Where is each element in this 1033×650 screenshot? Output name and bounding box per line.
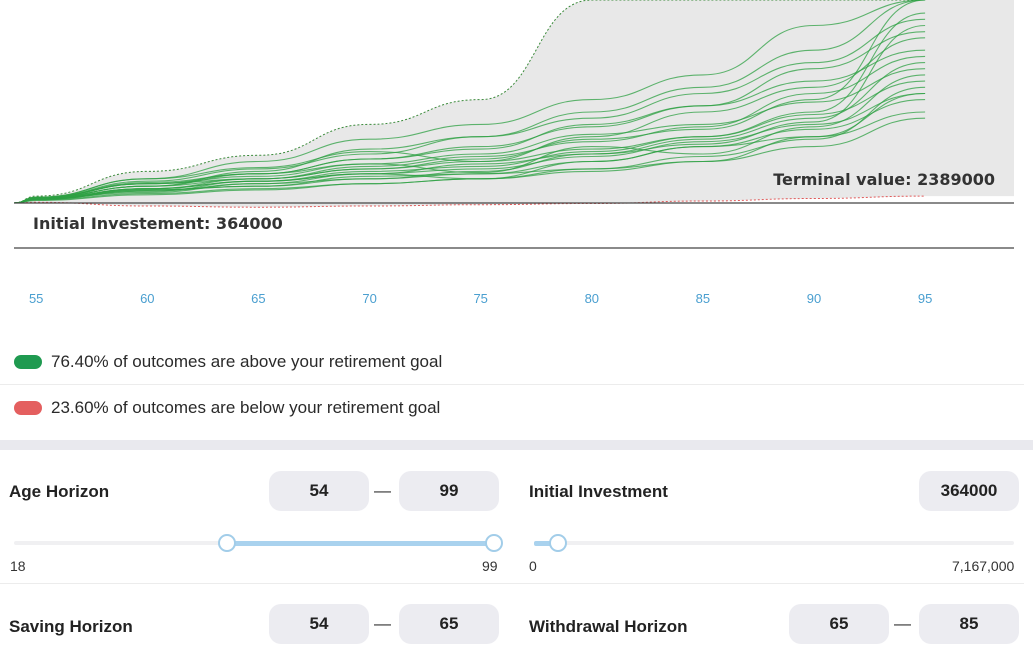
initial-investment-fill — [534, 541, 558, 546]
age-horizon-dash: — — [374, 481, 391, 500]
withdrawal-horizon-from-input[interactable]: 65 — [789, 604, 889, 644]
saving-horizon-title: Saving Horizon — [9, 617, 133, 636]
x-tick-label: 60 — [140, 291, 154, 306]
initial-investment-input[interactable]: 364000 — [919, 471, 1019, 511]
simulation-line — [13, 0, 926, 204]
age-horizon-min-handle[interactable] — [218, 534, 236, 552]
simulation-line — [13, 49, 926, 204]
x-tick-label: 95 — [918, 291, 932, 306]
initial-investment-handle[interactable] — [549, 534, 567, 552]
simulation-chart: Initial Investement: 364000 Terminal val… — [0, 0, 1033, 320]
withdrawal-horizon-title: Withdrawal Horizon — [529, 617, 688, 636]
x-tick-label: 75 — [473, 291, 487, 306]
x-tick-label: 80 — [585, 291, 599, 306]
terminal-value-label: Terminal value: 2389000 — [773, 170, 995, 189]
x-tick-label: 55 — [29, 291, 43, 306]
age-horizon-max-label: 99 — [482, 558, 498, 574]
saving-horizon-dash: — — [374, 614, 391, 633]
row-separator — [0, 583, 1024, 584]
simulation-line — [13, 117, 926, 204]
chart-svg: Initial Investement: 364000 Terminal val… — [13, 0, 1014, 306]
withdrawal-horizon-to-input[interactable]: 85 — [919, 604, 1019, 644]
age-horizon-to-input[interactable]: 99 — [399, 471, 499, 511]
x-tick-label: 70 — [362, 291, 376, 306]
saving-horizon-to-input[interactable]: 65 — [399, 604, 499, 644]
initial-investment-title: Initial Investment — [529, 482, 668, 501]
simulation-line — [13, 55, 926, 204]
section-divider — [0, 440, 1033, 450]
below-goal-swatch — [14, 401, 42, 415]
initial-investment-max-label: 7,167,000 — [952, 558, 1015, 574]
age-horizon-max-handle[interactable] — [485, 534, 503, 552]
age-horizon-fill — [227, 541, 494, 546]
lower-percentile-line — [13, 195, 926, 208]
above-goal-text: 76.40% of outcomes are above your retire… — [51, 352, 443, 371]
x-tick-label: 90 — [807, 291, 821, 306]
x-tick-label: 65 — [251, 291, 265, 306]
initial-investment-track[interactable] — [534, 541, 1014, 545]
saving-horizon-from-input[interactable]: 54 — [269, 604, 369, 644]
above-goal-swatch — [14, 355, 42, 369]
age-horizon-title: Age Horizon — [9, 482, 110, 501]
legend-below: 23.60% of outcomes are below your retire… — [0, 386, 1024, 430]
age-horizon-min-label: 18 — [10, 558, 26, 574]
simulation-line — [13, 99, 926, 204]
upper-percentile-line — [13, 0, 926, 204]
simulation-line — [13, 80, 926, 204]
simulation-line — [13, 92, 926, 204]
withdrawal-horizon-dash: — — [894, 614, 911, 633]
simulation-line — [13, 62, 926, 204]
initial-investment-label: Initial Investement: 364000 — [33, 214, 283, 233]
initial-investment-min-label: 0 — [529, 558, 537, 574]
simulation-line — [13, 18, 926, 204]
age-horizon-from-input[interactable]: 54 — [269, 471, 369, 511]
x-tick-label: 85 — [696, 291, 710, 306]
simulation-line — [13, 0, 926, 204]
legend-above: 76.40% of outcomes are above your retire… — [0, 340, 1024, 385]
below-goal-text: 23.60% of outcomes are below your retire… — [51, 398, 441, 417]
